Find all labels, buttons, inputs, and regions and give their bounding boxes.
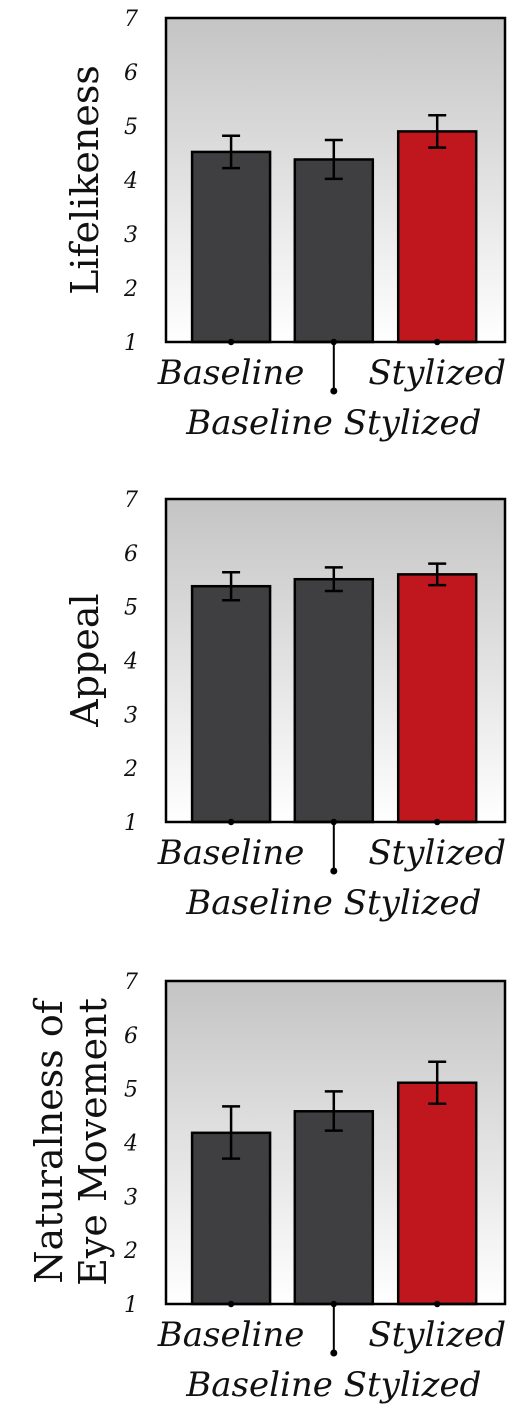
y-tick-label: 7 [124,970,138,995]
chart-3: 1 2 3 4 5 6 7 Naturalness ofEye Movement Baselin… [27,970,507,1405]
category-label: Stylized [368,353,506,393]
category-label: Stylized [368,833,506,873]
bar [396,130,478,344]
y-axis-label: Naturalness ofEye Movement [27,997,115,1286]
category-label: Baseline [157,833,305,873]
y-tick-label: 1 [124,331,138,356]
y-tick-label: 2 [123,757,138,782]
y-tick-label: 1 [124,811,138,836]
y-tick-label: 2 [123,277,138,302]
chart-2: 1 2 3 4 5 6 7 Appeal Baseline Stylized Baseline St… [63,488,507,923]
y-tick-label: 7 [124,7,138,32]
y-axis-label-line: Lifelikeness [63,65,107,295]
y-tick-label: 5 [124,596,138,621]
category-label: Baseline [157,353,305,393]
bar [293,577,375,824]
bar [293,158,375,344]
y-tick-label: 6 [124,1024,138,1049]
y-axis-label-line: Eye Movement [71,998,115,1286]
category-label: Stylized [368,1315,506,1355]
bar [190,584,272,824]
y-tick-label: 2 [123,1239,138,1264]
y-tick-label: 6 [124,61,138,86]
plot-frame [164,497,507,824]
y-tick-label: 1 [124,1293,138,1318]
y-tick-label: 3 [124,703,138,728]
bar [396,573,478,824]
category-label: Baseline Stylized [185,403,481,443]
y-tick-label: 7 [124,488,138,513]
category-leader-dot [330,867,338,875]
category-leader-dot [330,1349,338,1357]
bar [190,150,272,344]
y-tick-label: 3 [124,1185,138,1210]
y-tick-label: 4 [123,1132,138,1157]
y-tick-label: 4 [123,650,138,675]
category-leader-dot [330,387,338,395]
category-label: Baseline Stylized [185,883,481,923]
bar [293,1110,375,1306]
plot-frame [164,16,507,344]
y-tick-label: 5 [124,115,138,140]
y-axis-label-line: Appeal [63,593,107,727]
category-label: Baseline Stylized [185,1365,481,1405]
y-tick-label: 5 [124,1078,138,1103]
plot-frame [164,979,507,1306]
y-axis-label: Lifelikeness [63,65,107,295]
category-label: Baseline [157,1315,305,1355]
y-tick-label: 6 [124,542,138,567]
y-axis-label-line: Naturalness of [27,997,71,1284]
chart-1: 1 2 3 4 5 6 7 Lifelikeness Baseline Stylized Basel… [63,7,507,443]
y-axis-label: Appeal [63,593,107,727]
y-tick-label: 4 [123,169,138,194]
bar [396,1081,478,1306]
y-tick-label: 3 [124,223,138,248]
charts-container: 1 2 3 4 5 6 7 Lifelikeness Baseline Stylized Basel… [27,7,507,1405]
